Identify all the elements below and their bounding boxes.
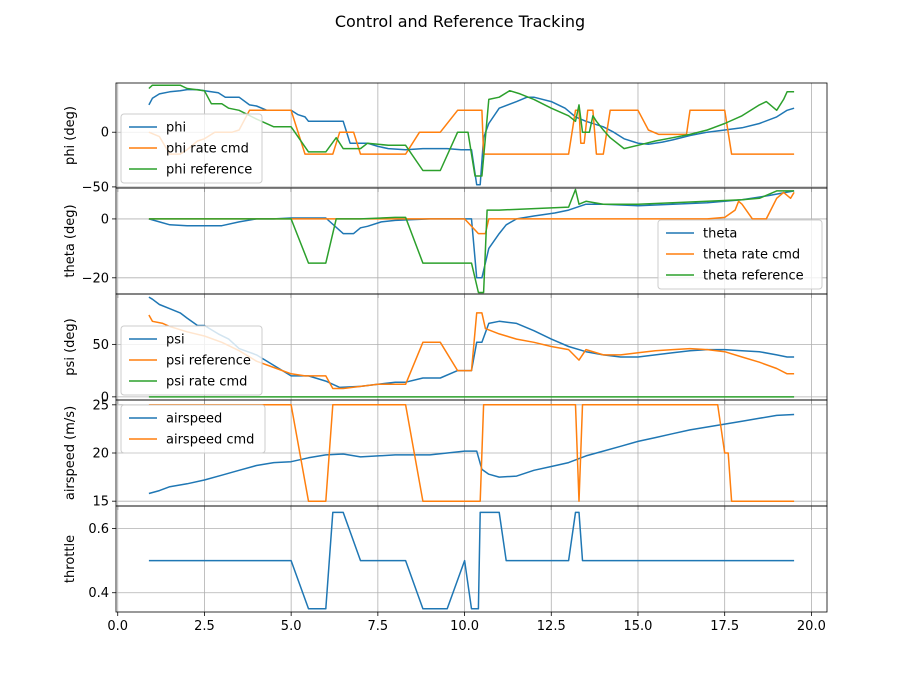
series-line-phi: [148, 88, 795, 186]
legend-label: airspeed cmd: [166, 433, 254, 448]
legend-label: theta rate cmd: [703, 248, 800, 263]
legend-label: psi: [166, 333, 185, 348]
y-tick-label: 0.6: [88, 522, 109, 537]
y-tick-label: −50: [82, 180, 109, 195]
y-tick-label: 0.4: [88, 586, 109, 601]
subplot-3: 0 50 psi (deg) psi psi reference psi rate cmd: [63, 293, 828, 405]
y-axis-label: throttle: [63, 535, 78, 583]
legend-label: airspeed: [166, 412, 222, 427]
y-tick-label: 0: [101, 126, 109, 141]
subplot-5: 0.4 0.6 0.0 2.5 5.0 7.5 10.0 12.5 15.0 17.5 20.0 th…: [63, 505, 828, 634]
subplot-1: −50 0 phi (deg) phi phi rate cmd phi referenc…: [63, 82, 828, 195]
y-axis-label: phi (deg): [63, 106, 78, 165]
legend-label: psi reference: [166, 354, 251, 369]
legend-box: [120, 113, 263, 184]
y-tick-label: 0: [101, 390, 109, 405]
legend-label: psi rate cmd: [166, 375, 247, 390]
legend: theta theta rate cmd theta reference: [657, 219, 823, 290]
x-tick-label: 2.5: [194, 619, 215, 634]
y-tick-label: 20: [92, 447, 109, 462]
x-tick-label: 17.5: [710, 619, 739, 634]
y-tick-label: 15: [92, 495, 109, 510]
subplot-4: 15 20 25 airspeed (m/s) airspeed airspeed cmd: [63, 398, 828, 510]
subplot-2: −20 0 theta (deg) theta theta rate cmd theta …: [63, 187, 828, 298]
y-axis-label: psi (deg): [63, 318, 78, 375]
y-tick-label: 25: [92, 398, 109, 413]
y-axis-label: airspeed (m/s): [63, 406, 78, 500]
legend: phi phi rate cmd phi reference: [120, 113, 263, 184]
x-tick-label: 10.0: [450, 619, 479, 634]
legend-label: phi reference: [166, 163, 252, 178]
series-line-throttle: [148, 511, 795, 610]
y-tick-label: 50: [92, 338, 109, 353]
legend-box: [657, 219, 823, 290]
series-line-airspeed-cmd: [148, 404, 795, 502]
y-axis-label: theta (deg): [63, 204, 78, 277]
series-line-theta-reference: [148, 188, 795, 294]
legend-label: phi: [166, 121, 186, 136]
legend-box: [120, 404, 266, 454]
x-tick-label: 12.5: [537, 619, 566, 634]
legend-label: theta: [703, 227, 737, 242]
axes-frame: [115, 505, 828, 613]
x-tick-label: 15.0: [624, 619, 653, 634]
legend: airspeed airspeed cmd: [120, 404, 266, 454]
legend-label: theta reference: [703, 269, 804, 284]
y-tick-label: −20: [82, 271, 109, 286]
y-tick-label: 0: [101, 212, 109, 227]
legend: psi psi reference psi rate cmd: [120, 325, 263, 396]
series-line-theta-rate-cmd: [148, 191, 795, 235]
figure-title: Control and Reference Tracking: [335, 12, 585, 31]
legend-box: [120, 325, 263, 396]
x-tick-label: 0.0: [107, 619, 128, 634]
legend-label: phi rate cmd: [166, 142, 249, 157]
x-tick-label: 5.0: [281, 619, 302, 634]
x-tick-label: 7.5: [368, 619, 389, 634]
x-tick-label: 20.0: [797, 619, 826, 634]
